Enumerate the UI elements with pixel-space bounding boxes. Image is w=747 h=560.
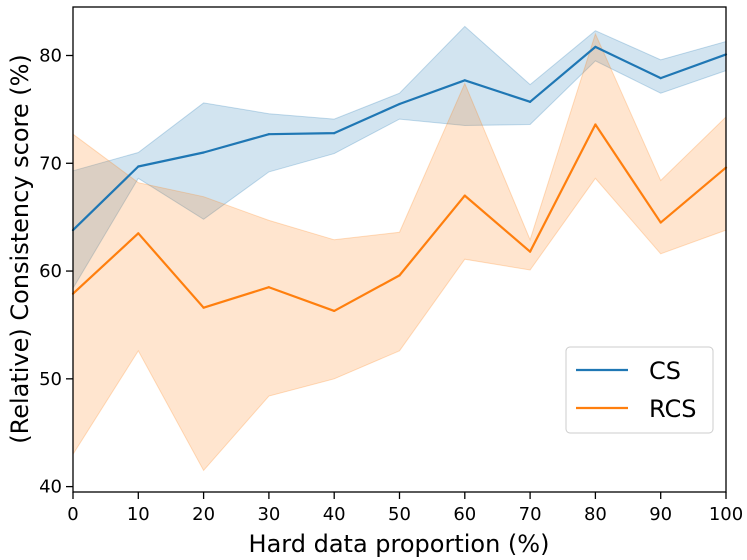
data-point-cs [659,77,662,80]
x-tick-label: 70 [519,504,542,525]
y-tick-label: 40 [39,477,62,498]
data-point-cs [594,45,597,48]
data-point-rcs [594,123,597,126]
x-tick-label: 80 [584,504,607,525]
x-tick-label: 30 [257,504,280,525]
data-point-rcs [267,286,270,289]
data-point-rcs [659,221,662,224]
data-point-rcs [333,309,336,313]
data-point-cs [398,102,401,106]
x-tick-label: 0 [67,504,78,525]
y-tick-label: 60 [39,261,62,282]
y-tick-label: 80 [39,46,62,67]
legend: CS RCS [565,346,714,434]
data-point-cs [463,79,466,82]
y-axis-ticks: 40 50 60 70 80 [39,46,73,498]
series-lines [71,45,728,313]
y-tick-label: 70 [39,153,62,174]
data-point-rcs [529,250,532,253]
data-point-rcs [463,194,466,197]
x-tick-label: 100 [709,504,743,525]
legend-label-rcs: RCS [649,395,696,423]
data-point-cs [137,165,140,168]
data-point-rcs [137,232,140,235]
data-point-cs [333,132,336,135]
x-tick-label: 20 [192,504,215,525]
data-point-cs [202,151,205,154]
x-tick-label: 40 [323,504,346,525]
x-axis-ticks: 0 10 20 30 40 50 60 70 80 90 100 [67,492,743,525]
x-tick-label: 60 [453,504,476,525]
x-axis-label: Hard data proportion (%) [249,530,550,558]
y-tick-label: 50 [39,369,62,390]
data-point-rcs [202,306,205,309]
legend-box [565,346,714,434]
data-point-cs [529,100,532,103]
x-tick-label: 10 [127,504,150,525]
x-tick-label: 90 [649,504,672,525]
legend-label-cs: CS [649,357,681,385]
x-tick-label: 50 [388,504,411,525]
data-point-rcs [398,274,401,277]
data-point-cs [267,133,270,136]
y-axis-label: (Relative) Consistency score (%) [6,54,34,444]
